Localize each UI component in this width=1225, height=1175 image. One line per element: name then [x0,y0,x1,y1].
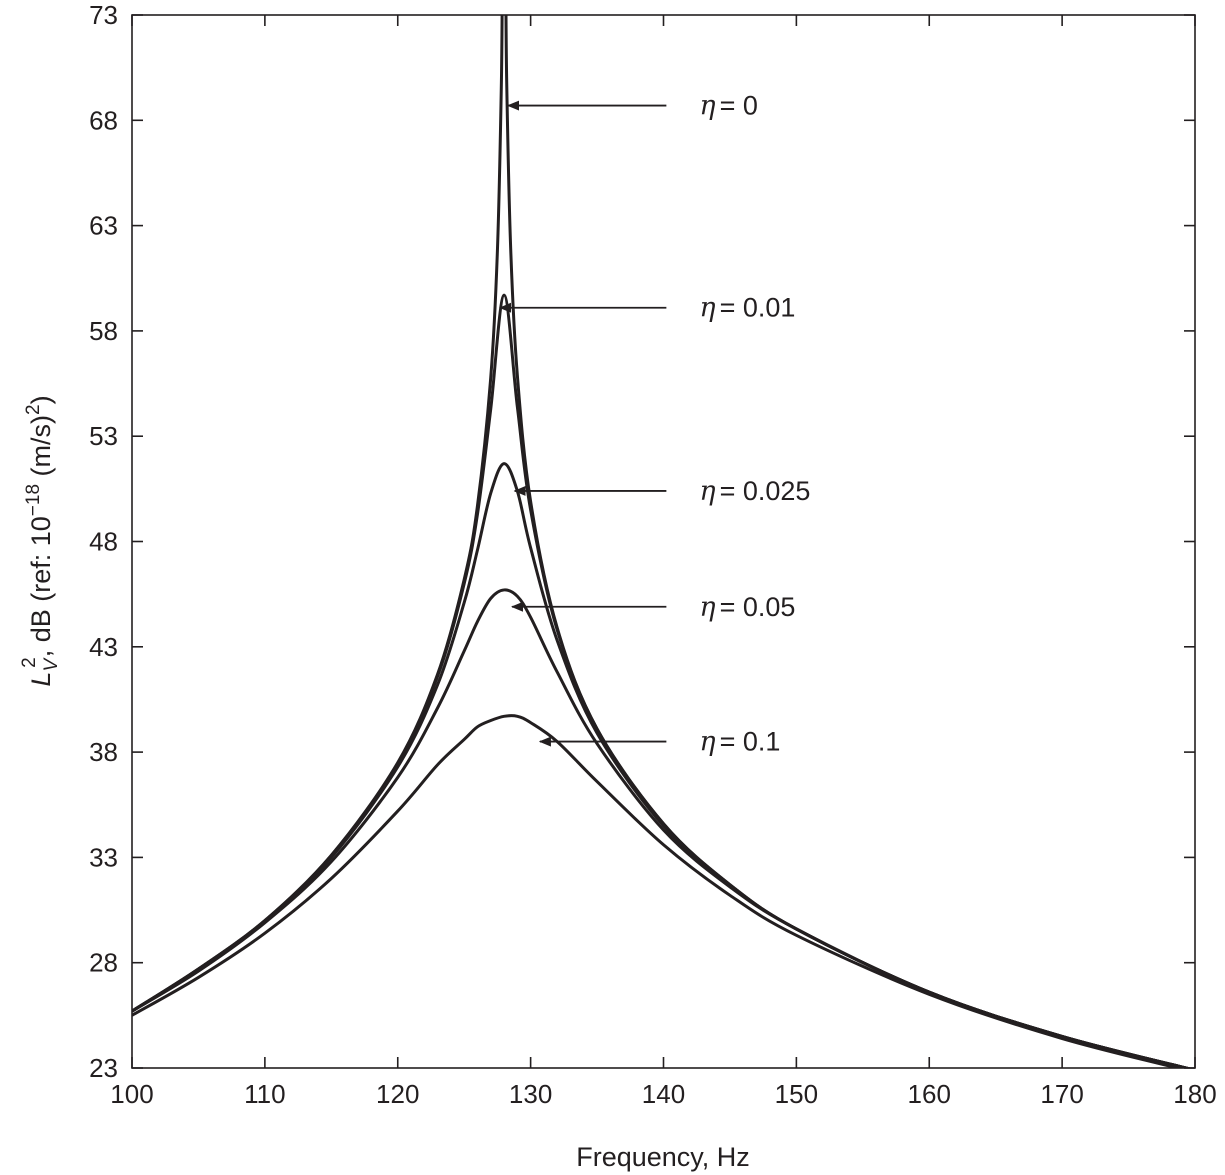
x-tick-label: 170 [1040,1079,1083,1109]
y-tick-label: 23 [89,1053,118,1083]
y-tick-label: 73 [89,0,118,30]
x-tick-label: 180 [1173,1079,1216,1109]
y-tick-label: 38 [89,737,118,767]
series-line-2 [132,462,1193,1068]
y-tick-label: 28 [89,948,118,978]
x-axis-title: Frequency, Hz [576,1142,750,1172]
y-tick-label: 43 [89,632,118,662]
x-tick-label: 130 [509,1079,552,1109]
y-tick-label: 63 [89,211,118,241]
y-tick-label: 33 [89,842,118,872]
series-line-0 [132,15,1193,1068]
annotation-label: η = 0.1 [699,727,780,758]
y-tick-label: 53 [89,421,118,451]
annotation-label: η = 0.025 [699,476,810,507]
x-tick-label: 140 [642,1079,685,1109]
y-tick-label: 68 [89,105,118,135]
curves [132,15,1193,1068]
annotations: η = 0 η = 0.01 η = 0.025 η = 0.05 η = 0.1 [499,91,810,758]
plot-frame [131,14,1196,1069]
series-line-4 [132,714,1185,1068]
y-tick-label: 58 [89,316,118,346]
x-tick-label: 100 [110,1079,153,1109]
x-tick-label: 150 [775,1079,818,1109]
y-axis-title: LV2, dB (ref: 10−18 (m/s)2) [19,395,62,686]
series-line-1 [132,293,1193,1068]
x-tick-label: 120 [376,1079,419,1109]
series-line-3 [132,588,1193,1068]
y-tick-label: 48 [89,527,118,557]
annotation-label: η = 0 [699,91,758,122]
annotation-label: η = 0.01 [699,293,795,324]
axis-ticks: 100 110 120 130 140 150 160 170 180 23 28 33 38 43 48 5… [89,0,1217,1109]
x-tick-label: 160 [908,1079,951,1109]
annotation-label: η = 0.05 [699,592,795,623]
x-tick-label: 110 [244,1079,285,1109]
